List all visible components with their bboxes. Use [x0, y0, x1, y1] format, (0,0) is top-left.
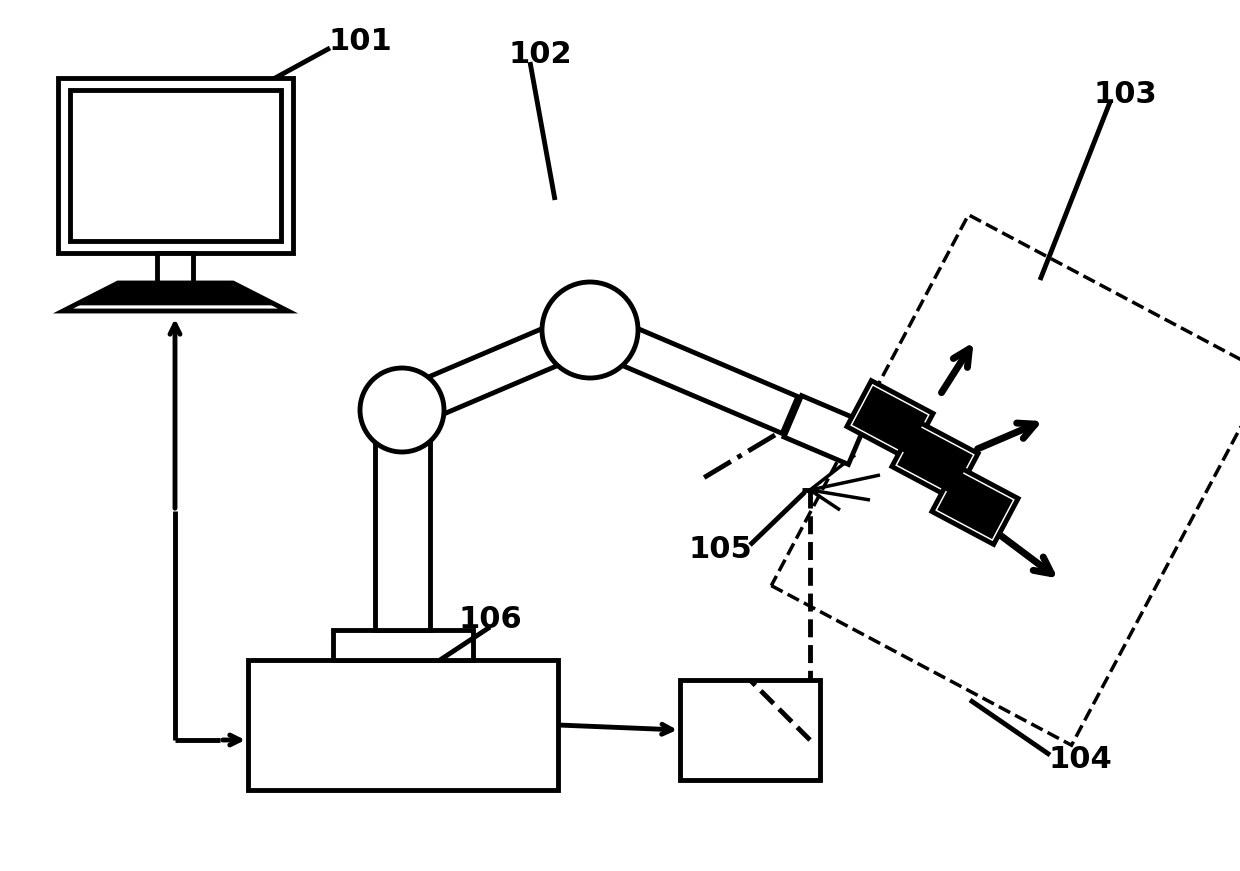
Bar: [680, 680, 820, 780]
Circle shape: [542, 282, 639, 378]
Text: 103: 103: [1094, 80, 1157, 110]
Text: 101: 101: [329, 28, 392, 57]
Text: 106: 106: [458, 605, 522, 634]
Polygon shape: [582, 312, 797, 434]
Polygon shape: [932, 466, 1018, 544]
Polygon shape: [940, 474, 1011, 537]
Text: 104: 104: [1048, 746, 1112, 774]
Polygon shape: [900, 429, 970, 491]
Text: 105: 105: [688, 536, 751, 564]
Bar: [334, 630, 472, 660]
Polygon shape: [71, 285, 280, 305]
Polygon shape: [892, 421, 978, 499]
Bar: [374, 410, 430, 630]
Bar: [69, 90, 281, 241]
Polygon shape: [63, 283, 288, 311]
Bar: [58, 78, 293, 253]
Bar: [248, 660, 558, 790]
Polygon shape: [784, 395, 866, 464]
Bar: [157, 253, 193, 283]
Polygon shape: [856, 388, 925, 451]
Circle shape: [360, 368, 444, 452]
Text: 102: 102: [508, 40, 572, 70]
Polygon shape: [847, 381, 934, 459]
Polygon shape: [394, 312, 598, 429]
